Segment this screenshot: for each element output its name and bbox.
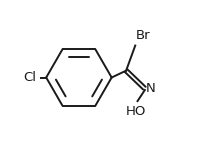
Text: Cl: Cl bbox=[23, 71, 36, 84]
Text: N: N bbox=[145, 82, 155, 95]
Text: Br: Br bbox=[136, 29, 150, 42]
Text: HO: HO bbox=[126, 105, 146, 118]
